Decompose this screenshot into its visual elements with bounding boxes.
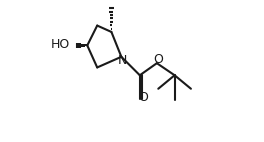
- Text: HO: HO: [51, 38, 70, 51]
- Text: O: O: [153, 53, 163, 66]
- Text: O: O: [138, 91, 148, 104]
- Text: N: N: [118, 54, 127, 67]
